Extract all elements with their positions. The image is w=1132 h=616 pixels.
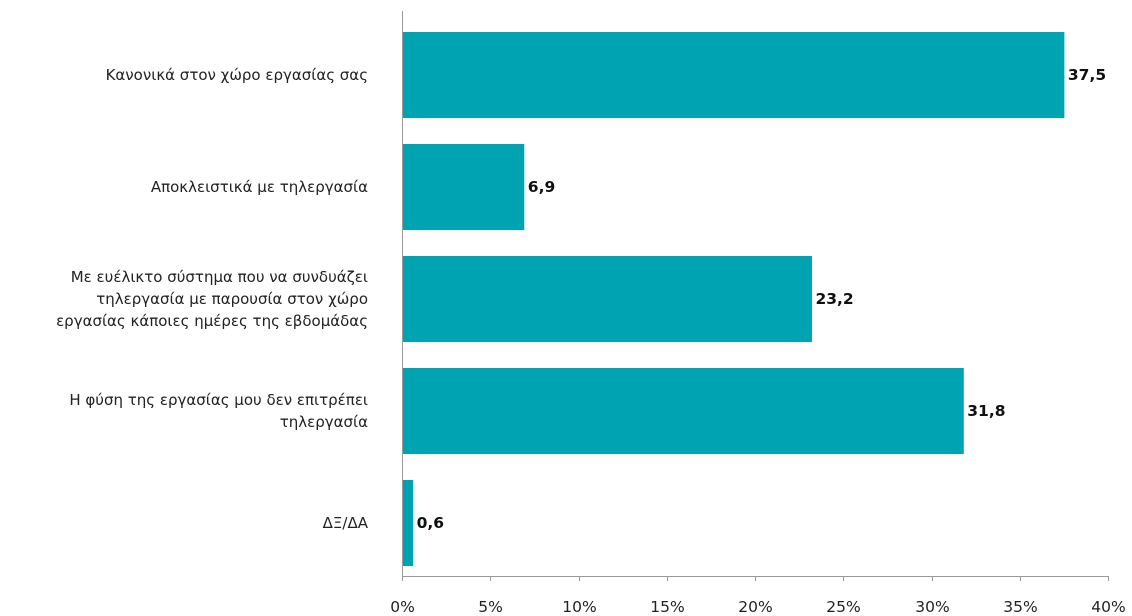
x-tick-label: 5% [478,598,503,616]
data-label: 37,5 [1068,66,1106,84]
data-labels-group: 37,5 6,9 23,2 31,8 0,6 [417,66,1107,532]
data-label: 23,2 [815,290,853,308]
x-tick-label: 10% [562,598,596,616]
data-label: 6,9 [528,178,555,196]
x-tick-label: 0% [390,598,415,616]
category-label: Η φύση της εργασίας μου δεν επιτρέπει τηλ… [69,391,368,431]
x-tick-label: 30% [915,598,949,616]
data-label: 0,6 [417,514,444,532]
category-labels-group: Κανονικά στον χώρο εργασίας σας Αποκλειστ… [56,66,369,532]
category-label-line: Η φύση της εργασίας μου δεν επιτρέπει [69,391,368,409]
category-label: ΔΞ/ΔΑ [323,514,369,532]
data-label: 31,8 [967,402,1005,420]
bar [402,256,812,342]
category-label-line: εργασίας κάποιες ημέρες της εβδομάδας [56,312,368,330]
category-label: Με ευέλικτο σύστημα που να συνδυάζει τηλε… [56,268,368,330]
bars-group [402,32,1065,566]
bar [402,480,414,566]
x-tick-label: 25% [826,598,860,616]
category-label-line: τηλεργασία με παρουσία στον χώρο [96,290,368,308]
category-label-line: Με ευέλικτο σύστημα που να συνδυάζει [71,268,368,286]
category-label-line: τηλεργασία [280,413,368,431]
category-label-line: ΔΞ/ΔΑ [323,514,369,532]
category-label-line: Αποκλειστικά με τηλεργασία [151,178,368,196]
category-label: Κανονικά στον χώρο εργασίας σας [106,66,368,84]
bar [402,368,964,454]
category-label-line: Κανονικά στον χώρο εργασίας σας [106,66,368,84]
category-label: Αποκλειστικά με τηλεργασία [151,178,368,196]
x-tick-label: 40% [1091,598,1125,616]
bar [402,32,1065,118]
x-ticks-group: 0% 5% 10% 15% 20% 25% 30% 35% 40% [390,576,1126,616]
x-tick-label: 15% [650,598,684,616]
x-tick-label: 20% [738,598,772,616]
bar [402,144,525,230]
x-tick-label: 35% [1003,598,1037,616]
